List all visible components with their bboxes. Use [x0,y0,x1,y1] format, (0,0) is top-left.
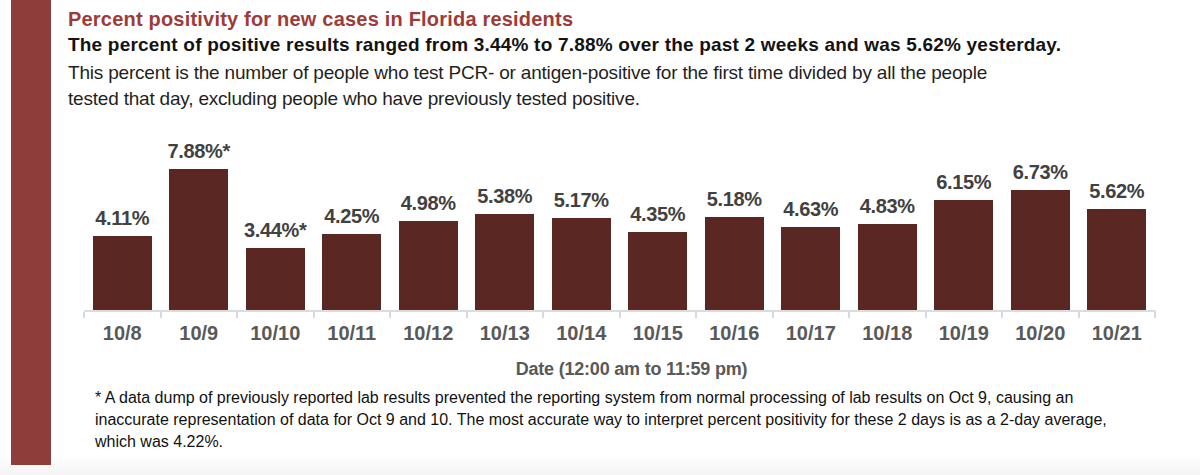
axis-tick [848,312,850,318]
bar-slot: 7.88%* [161,130,238,310]
chart-subtitle: The percent of positive results ranged f… [68,34,1061,56]
accent-strip [11,0,51,465]
bar-value-label: 6.15% [936,171,991,194]
axis-tick [772,312,774,318]
bar [322,234,381,310]
bar [781,227,840,310]
axis-tick [1078,312,1080,318]
bar-value-label: 4.11% [95,207,149,230]
axis-tick [389,312,391,318]
axis-tick [313,312,315,318]
bar-slot: 4.35% [620,130,697,310]
description-line: tested that day, excluding people who ha… [68,86,987,112]
bottom-band [0,453,1200,475]
bar [1087,209,1146,310]
x-axis-label: 10/8 [84,322,161,345]
bar-slot: 3.44%* [237,130,314,310]
x-axis-label: 10/9 [161,322,238,345]
x-axis-label: 10/19 [926,322,1003,345]
bar [705,217,764,310]
description-line: This percent is the number of people who… [68,60,987,86]
bar [93,236,152,310]
footnote-line: * A data dump of previously reported lab… [95,387,1107,409]
x-axis-label: 10/13 [467,322,544,345]
x-axis-labels: 10/810/910/1010/1110/1210/1310/1410/1510… [84,322,1155,345]
axis-tick [695,312,697,318]
x-axis-label: 10/14 [543,322,620,345]
x-axis-title: Date (12:00 am to 11:59 pm) [96,359,1167,380]
bar [246,248,305,310]
bar [169,169,228,310]
page: Percent positivity for new cases in Flor… [0,0,1200,475]
bar-slot: 4.25% [314,130,391,310]
footnote-line: which was 4.22%. [95,431,1107,453]
bar-value-label: 4.35% [630,203,685,226]
bar [475,214,534,310]
axis-tick [619,312,621,318]
axis-tick [160,312,162,318]
bar [858,224,917,311]
footnote: * A data dump of previously reported lab… [95,387,1107,453]
chart-title: Percent positivity for new cases in Flor… [68,8,573,31]
bar-slot: 4.98% [390,130,467,310]
footnote-line: inaccurate representation of data for Oc… [95,409,1107,431]
bar [1011,190,1070,311]
bar-slot: 5.62% [1079,130,1156,310]
bar-chart: 4.11% 7.88%* 3.44%* 4.25% 4.98% 5.38% 5.17% 4.3… [84,130,1155,310]
bar [628,232,687,310]
bar-slot: 5.17% [543,130,620,310]
x-axis-label: 10/16 [696,322,773,345]
bar-slot: 4.63% [773,130,850,310]
axis-tick [236,312,238,318]
bar-value-label: 7.88%* [167,140,230,163]
bar-value-label: 5.17% [554,189,609,212]
bar-value-label: 5.62% [1089,180,1144,203]
axis-tick [466,312,468,318]
bar-value-label: 5.18% [707,188,762,211]
bar-value-label: 5.38% [477,185,532,208]
bar-value-label: 3.44%* [244,219,307,242]
bar-slot: 6.73% [1002,130,1079,310]
x-axis-label: 10/20 [1002,322,1079,345]
x-axis-label: 10/18 [849,322,926,345]
bar [934,200,993,310]
bar-value-label: 6.73% [1013,161,1068,184]
x-axis-label: 10/10 [237,322,314,345]
bar-value-label: 4.63% [783,198,838,221]
chart-description: This percent is the number of people who… [68,60,987,112]
x-axis-label: 10/11 [314,322,391,345]
bar [552,218,611,311]
axis-tick [1154,312,1156,318]
x-axis-label: 10/15 [620,322,697,345]
axis-tick [1001,312,1003,318]
x-axis-label: 10/12 [390,322,467,345]
x-axis-label: 10/17 [773,322,850,345]
bar-slot: 4.11% [84,130,161,310]
bar-slot: 6.15% [926,130,1003,310]
bar-slot: 5.38% [467,130,544,310]
bar-slot: 5.18% [696,130,773,310]
axis-tick [83,312,85,318]
bar-value-label: 4.98% [401,192,456,215]
axis-tick [925,312,927,318]
x-axis-label: 10/21 [1079,322,1156,345]
bar-slot: 4.83% [849,130,926,310]
bar-value-label: 4.83% [860,195,915,218]
axis-tick [542,312,544,318]
bar [399,221,458,310]
bar-value-label: 4.25% [324,205,379,228]
